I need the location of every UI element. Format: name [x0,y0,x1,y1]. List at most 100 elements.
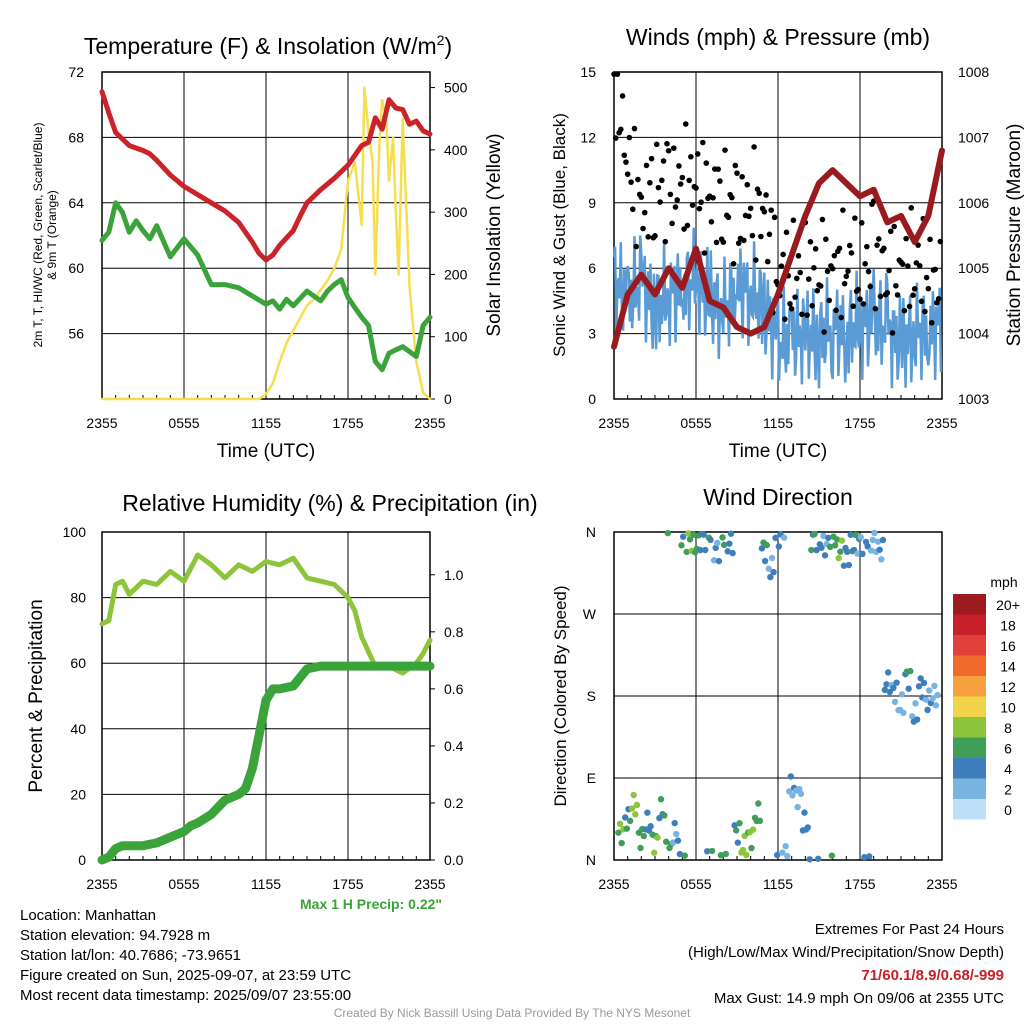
gust-point [857,296,863,302]
gust-point [908,205,915,211]
direction-point [847,531,854,538]
gust-point [676,163,682,169]
gust-point [833,307,839,314]
direction-point [671,819,678,827]
gust-point [756,190,763,197]
direction-point [731,822,738,829]
direction-point [615,829,622,836]
direction-point [876,546,883,553]
legend-swatch [953,696,986,717]
gust-point [788,305,795,312]
gust-point [670,145,677,151]
y-axis-label-left: 2m T, T, HI/WC (Red, Green, Scarlet/Blue… [31,123,45,348]
gust-point [747,205,754,212]
gust-point [710,195,716,201]
direction-point [773,851,781,859]
gust-point [787,301,793,307]
y-tick-label-left: 0 [78,852,86,868]
gust-point [918,298,925,305]
direction-point [891,698,899,706]
recent-data-text: Most recent data timestamp: 2025/09/07 2… [20,987,352,1004]
chart-title-humidity: Relative Humidity (%) & Precipitation (i… [122,490,537,516]
y-tick-label-right: 500 [444,80,468,96]
direction-point [712,544,719,552]
y-tick-label-right: 1005 [958,260,989,276]
gust-point [669,220,675,227]
gust-point [778,263,785,269]
direction-point [736,819,743,827]
gust-point [653,141,660,148]
x-axis-label: Time (UTC) [729,441,828,462]
direction-point [917,675,924,682]
direction-point [859,550,866,558]
direction-point [749,826,757,833]
direction-point [831,542,839,549]
gust-point [927,236,933,243]
gust-point [677,181,684,187]
direction-point [622,814,629,821]
y-tick-label-right: 0.0 [444,852,464,868]
gust-point [891,223,897,230]
series-wind-line [612,227,943,389]
gust-point [701,250,708,256]
gust-point [684,222,691,229]
x-axis-label: Time (UTC) [217,441,316,462]
direction-point [821,552,829,559]
gust-point [887,228,894,235]
gust-point [674,197,681,203]
direction-point [857,533,865,541]
direction-point [931,682,938,690]
direction-point [729,549,736,557]
y-axis-label-right: Station Pressure (Maroon) [1004,124,1024,347]
gust-point [725,214,732,221]
x-tick-label: 0555 [680,415,711,431]
legend-label: 10 [1000,700,1016,716]
x-tick-label: 1755 [844,876,875,892]
direction-point [715,557,723,565]
gust-point [764,258,771,265]
gust-point [864,243,870,250]
direction-point [789,792,796,799]
direction-point [743,851,750,859]
direction-point [722,850,729,858]
legend-label: 14 [1000,659,1016,675]
direction-point [756,817,764,825]
y-tick-label-left: 64 [68,195,84,211]
gust-point [730,260,737,267]
gust-point [831,252,838,259]
direction-point [811,530,818,538]
gust-point [811,265,817,271]
direction-point [673,830,680,838]
gust-point [648,155,655,162]
legend-swatch [953,717,986,738]
gust-point [906,303,913,310]
y-tick-label-left: S [587,688,596,704]
elevation-text: Station elevation: 94.7928 m [20,927,211,944]
gust-point [817,283,824,289]
gust-point [846,242,853,249]
x-tick-label: 1155 [251,415,281,431]
y-tick-label-left: 6 [588,260,596,276]
gust-point [780,251,786,258]
gust-point [783,229,790,236]
legend-swatch [953,737,986,758]
gust-point [741,237,747,244]
direction-point [833,536,841,543]
y-tick-label-left: 80 [70,590,86,606]
direction-point [879,536,887,544]
gust-point [925,285,932,292]
direction-point [719,534,726,541]
gust-point [659,177,665,184]
legend-label: 4 [1004,761,1012,777]
direction-point [797,790,805,798]
gust-point [693,185,699,191]
direction-point [814,855,822,862]
y-tick-label-left: 9 [588,195,596,211]
gust-point [875,236,882,242]
created-text: Figure created on Sun, 2025-09-07, at 23… [20,967,352,984]
legend-label: 12 [1000,679,1016,695]
gust-point [729,194,735,201]
gust-point [877,293,884,300]
gust-point [735,240,742,246]
gust-point [911,286,918,292]
